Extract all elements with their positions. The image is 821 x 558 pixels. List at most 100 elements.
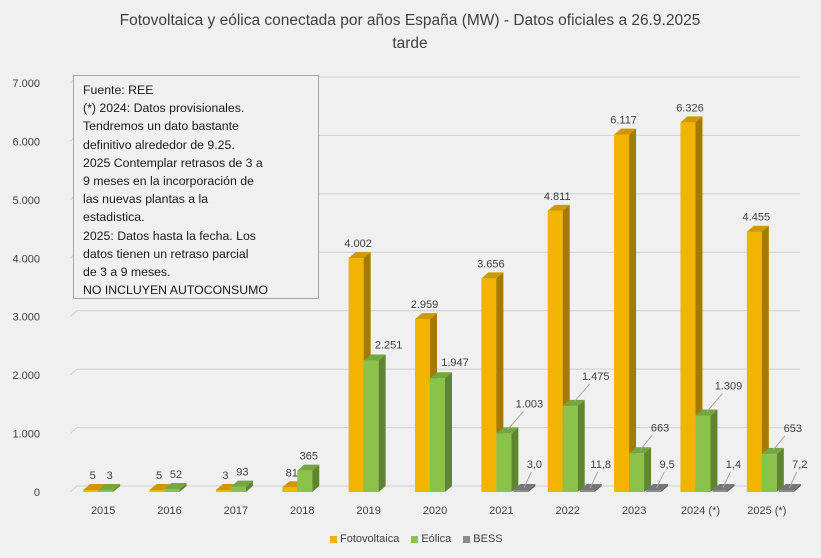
bar-bess-side	[727, 484, 735, 492]
bar-fotovoltaica-top	[746, 225, 769, 232]
y-tick-label: 7.000	[12, 78, 40, 90]
annotation-line: Fuente: REE	[83, 83, 154, 97]
data-label-elica: 663	[651, 422, 669, 434]
bar-bess-side	[528, 484, 536, 492]
x-tick-label: 2025 (*)	[747, 505, 786, 517]
data-label-bess: 3,0	[527, 459, 542, 471]
bar-bess-front	[646, 490, 662, 492]
bar-elica	[562, 399, 585, 492]
bar-bess-side	[594, 484, 602, 492]
x-tick-label: 2022	[555, 505, 579, 517]
annotation-line: NO INCLUYEN AUTOCONSUMO	[83, 283, 268, 298]
bar-elica	[230, 480, 253, 492]
data-label-fotovoltaica: 2.959	[411, 299, 439, 311]
leader-line	[523, 471, 532, 489]
annotation-line: datos tienen un retraso parcial	[83, 246, 249, 261]
data-label-bess: 9,5	[659, 459, 674, 471]
bar-fotovoltaica-front	[215, 490, 231, 492]
data-label-fotovoltaica: 81	[286, 467, 298, 479]
gridline-depth	[69, 368, 78, 376]
bar-bess-side	[793, 484, 801, 492]
data-label-fotovoltaica: 4.002	[344, 238, 372, 250]
legend-label: BESS	[473, 533, 503, 545]
bar-fotovoltaica-front	[746, 231, 762, 492]
bar-elica-side	[113, 484, 121, 492]
bar-elica-top	[761, 447, 784, 454]
bar-elica	[98, 484, 121, 492]
bar-elica-front	[761, 453, 777, 492]
leader-line	[788, 471, 798, 489]
x-tick-label: 2021	[489, 505, 513, 517]
bar-elica-top	[230, 480, 253, 487]
data-label-fotovoltaica: 5	[90, 470, 96, 482]
bar-fotovoltaica	[680, 116, 703, 492]
bar-fotovoltaica-top	[680, 116, 703, 123]
gridline-depth	[69, 310, 78, 318]
bar-elica-side	[776, 447, 784, 492]
legend: Fotovoltaica Eólica BESS	[330, 533, 503, 545]
bar-elica	[496, 427, 519, 492]
bar-elica-front	[695, 415, 711, 492]
bar-fotovoltaica-top	[348, 252, 371, 259]
bar-fotovoltaica-front	[348, 258, 364, 492]
bar-elica-front	[562, 405, 578, 492]
data-label-bess: 1,4	[726, 459, 741, 471]
data-label-elica: 365	[300, 451, 318, 463]
chart-title-line2: tarde	[392, 35, 427, 52]
data-label-elica: 1.309	[715, 381, 743, 393]
annotation-note: Fuente: REE (*) 2024: Datos provisionales…	[73, 75, 319, 299]
legend-item-elica: Eólica	[411, 533, 451, 545]
gridline-depth	[69, 485, 78, 493]
bar-elica-top	[695, 409, 718, 416]
data-label-elica: 653	[784, 423, 802, 435]
y-tick-label: 0	[34, 487, 40, 499]
data-label-fotovoltaica: 5	[156, 470, 162, 482]
bar-elica-front	[363, 360, 379, 492]
bar-fotovoltaica	[614, 128, 637, 493]
legend-swatch	[411, 535, 419, 543]
x-axis: 2015 2016 2017 2018 2019 2020 2021 2022 2023 2024…	[91, 505, 786, 517]
annotation-line: de 3 a 9 meses.	[83, 265, 171, 280]
bar-fotovoltaica-top	[547, 204, 570, 211]
leader-line	[722, 471, 731, 489]
data-label-elica: 1.475	[582, 371, 610, 383]
bar-elica-front	[629, 453, 645, 492]
bar-fotovoltaica-front	[481, 278, 497, 492]
leader-line	[706, 393, 723, 412]
bar-elica-side	[245, 480, 253, 492]
legend-label: Eólica	[421, 533, 452, 545]
bar-bess-side	[661, 484, 669, 492]
leader-line	[573, 383, 591, 403]
bar-elica-front	[430, 378, 445, 492]
bar-fotovoltaica	[746, 225, 769, 492]
bar-fotovoltaica-top	[614, 128, 637, 135]
data-label-fotovoltaica: 4.811	[544, 191, 571, 203]
x-tick-label: 2024 (*)	[681, 505, 720, 517]
legend-item-fotovoltaica: Fotovoltaica	[330, 533, 399, 545]
data-label-elica: 1.947	[441, 357, 469, 369]
bar-elica-side	[445, 372, 452, 492]
bar-bess-front	[579, 490, 595, 492]
bar-fotovoltaica-front	[282, 487, 298, 492]
data-label-elica: 2.251	[375, 339, 403, 351]
bar-fotovoltaica-front	[83, 490, 99, 492]
bar-elica	[363, 354, 386, 492]
bar-elica-top	[98, 484, 121, 490]
annotation-line: 2025: Datos hasta la fecha. Los	[83, 228, 256, 243]
bar-elica-side	[511, 427, 519, 492]
annotation-line: 2025 Contemplar retrasos de 3 a	[83, 155, 263, 170]
data-label-bess: 7,2	[792, 459, 807, 471]
bar-elica-front	[98, 490, 114, 492]
bar-fotovoltaica-top	[481, 272, 504, 279]
x-tick-label: 2015	[91, 505, 115, 517]
data-label-elica: 52	[170, 469, 182, 481]
leader-line	[640, 434, 653, 450]
bar-elica-top	[430, 372, 452, 379]
bar-bess-front	[778, 490, 794, 492]
bar-elica-top	[297, 464, 320, 471]
leader-line	[772, 435, 786, 451]
data-label-elica: 3	[107, 470, 113, 482]
y-tick-label: 5.000	[12, 195, 40, 207]
bar-elica-side	[577, 399, 585, 492]
